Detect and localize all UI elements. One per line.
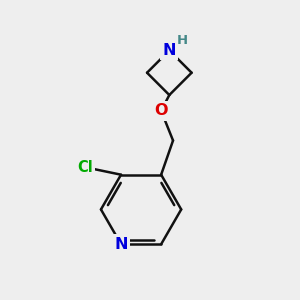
Text: N: N — [114, 237, 128, 252]
Text: H: H — [177, 34, 188, 47]
Text: N: N — [163, 43, 176, 58]
Text: O: O — [154, 103, 168, 118]
Text: Cl: Cl — [77, 160, 93, 175]
